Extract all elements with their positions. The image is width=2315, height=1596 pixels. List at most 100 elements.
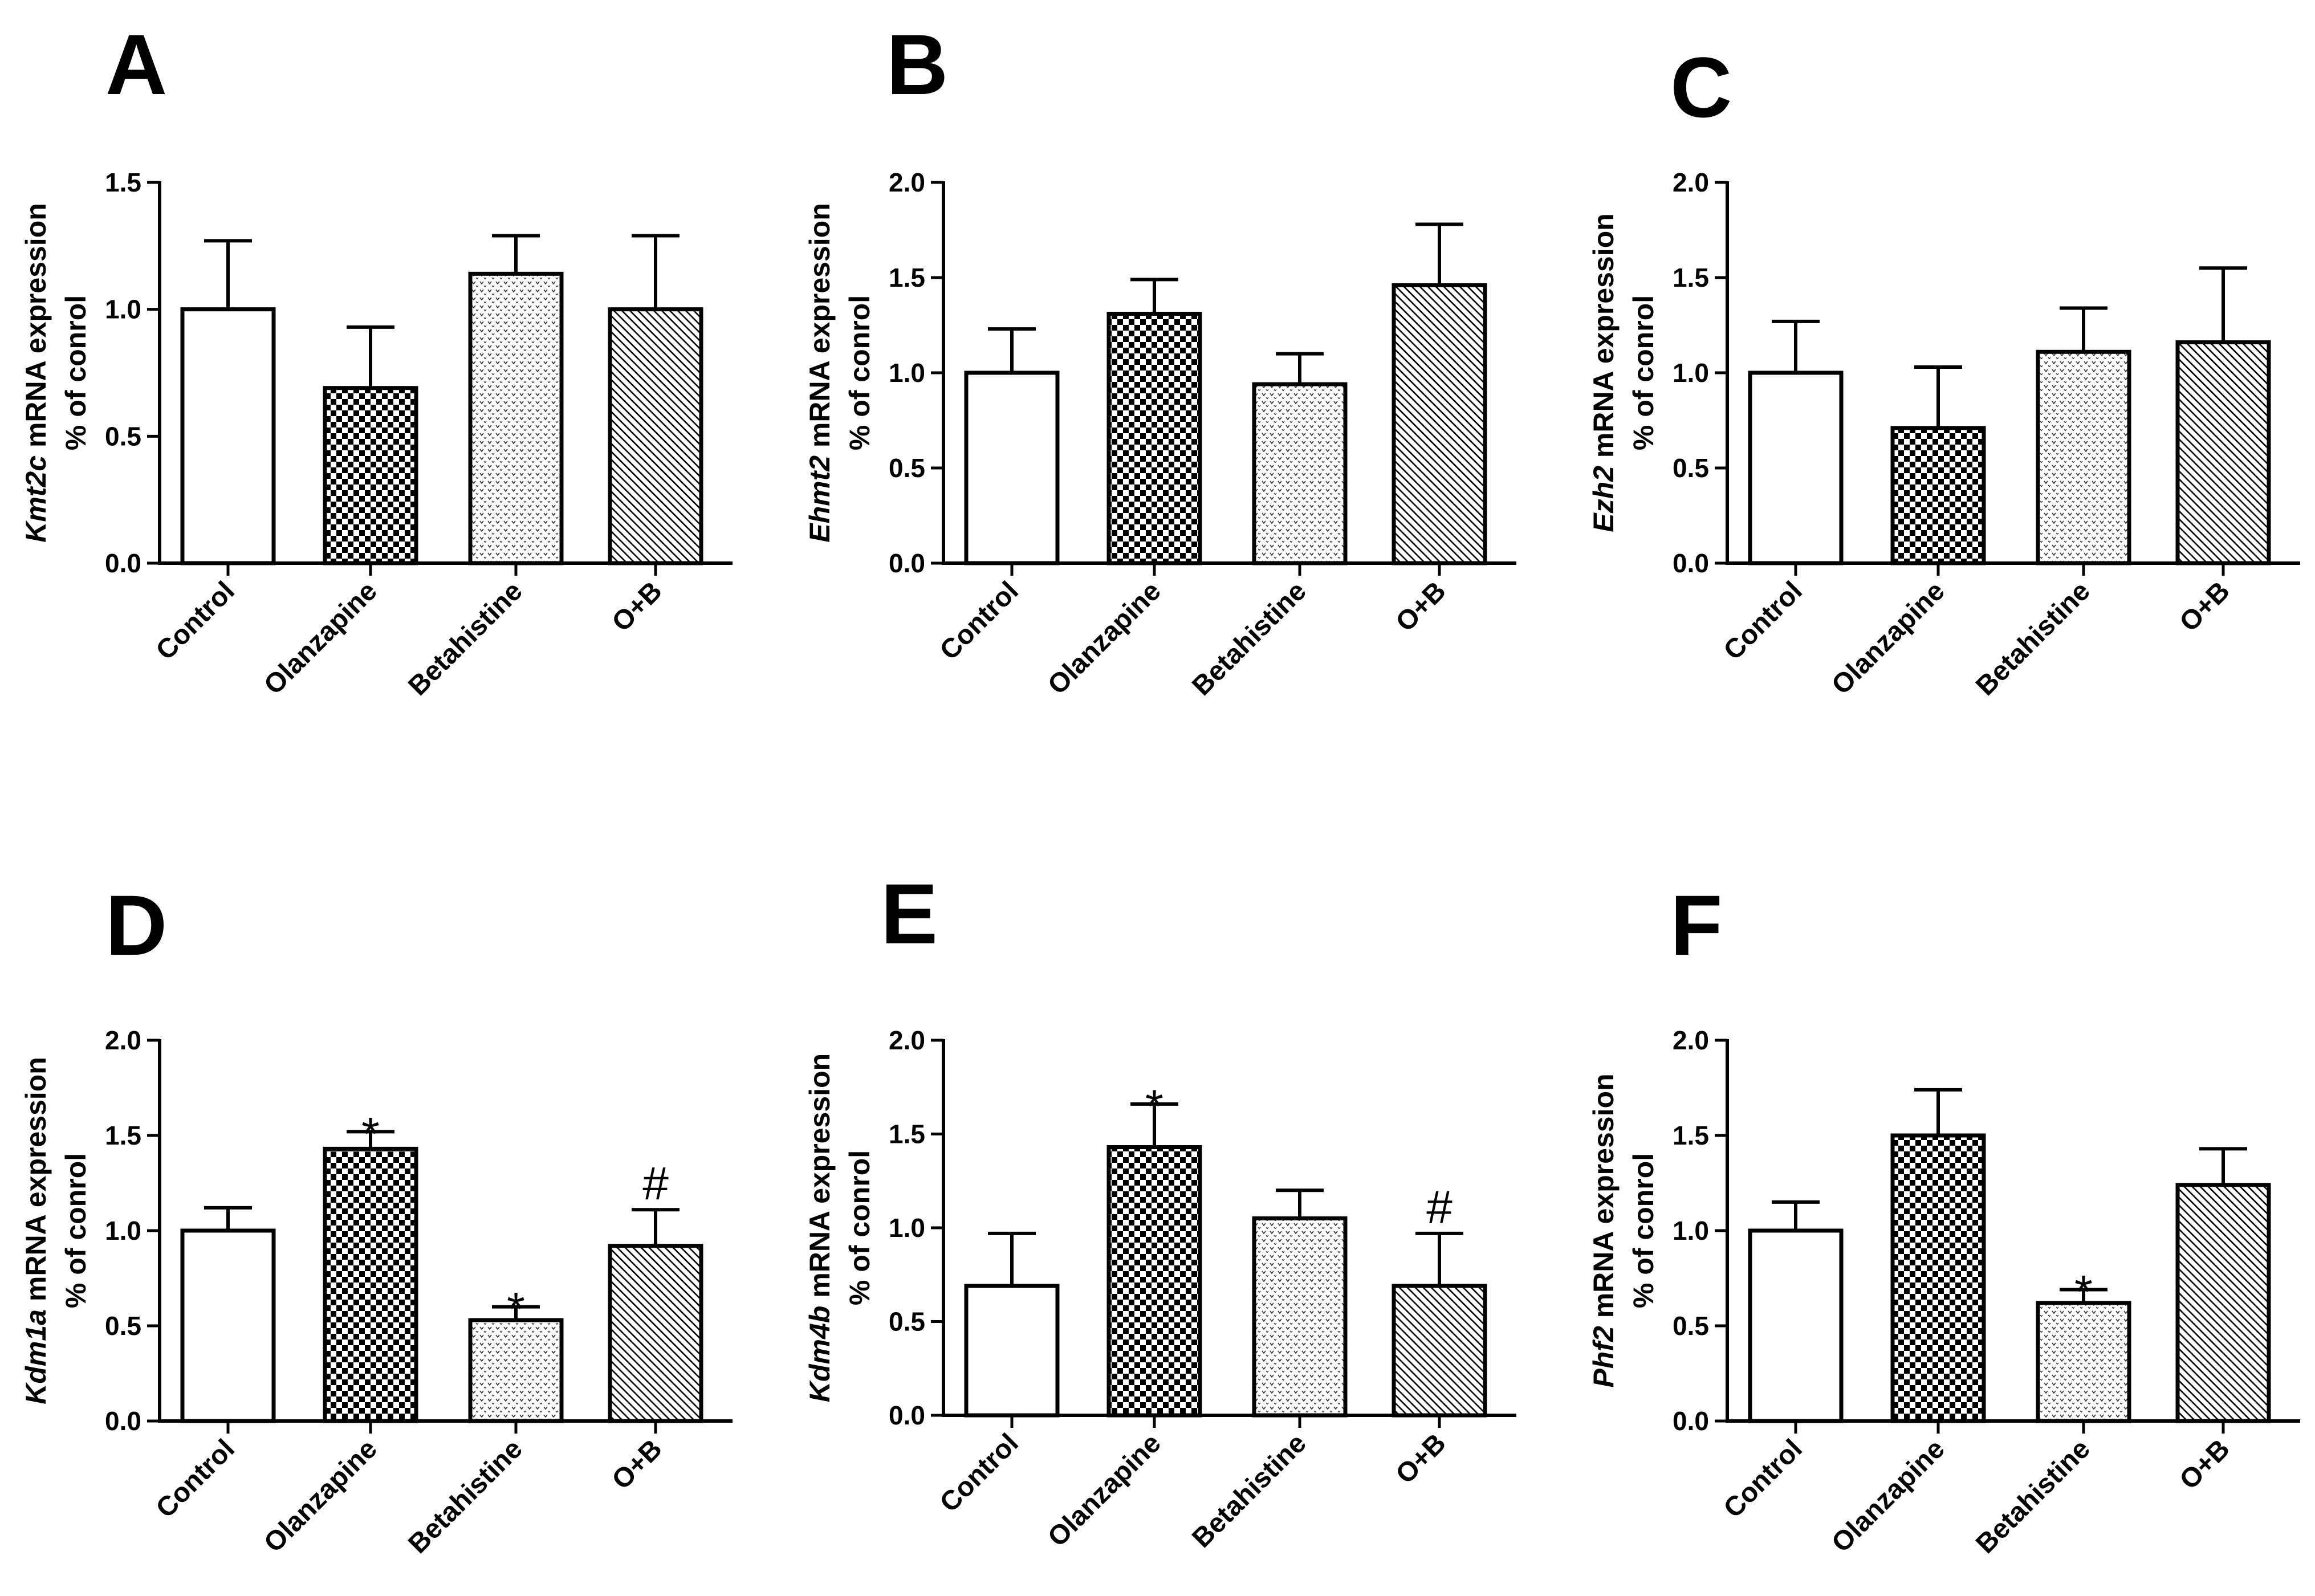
x-category-label-olanzapine: Olanzapine: [258, 576, 383, 701]
y-axis-label-suffix: mRNA expression: [804, 203, 836, 455]
x-category-label-olanzapine: Olanzapine: [1826, 1434, 1951, 1558]
x-category-label-betahistine: Betahistine: [1186, 576, 1312, 701]
y-tick-label: 0.5: [1673, 1311, 1709, 1341]
y-tick-label: 1.5: [105, 168, 141, 197]
y-tick-label: 1.0: [1673, 358, 1709, 388]
x-category-label-o-plus-b: O+B: [2174, 1434, 2236, 1495]
y-axis-label-suffix: mRNA expression: [804, 1053, 836, 1306]
bar-olanzapine: [323, 386, 418, 565]
y-axis-label-line2: % of conrol: [1628, 1153, 1659, 1308]
significance-marker-betahistine: *: [507, 1284, 525, 1336]
y-axis-label-line2: % of conrol: [1628, 295, 1659, 450]
significance-marker-o-plus-b: #: [1426, 1182, 1453, 1233]
bar-control: [964, 370, 1060, 565]
y-tick-label: 0.0: [105, 548, 141, 578]
y-axis-gene-name: Kdm4b: [804, 1306, 836, 1402]
bar-o-plus-b: [2175, 340, 2271, 565]
panel-letter-d: D: [105, 877, 167, 973]
significance-marker-betahistine: *: [2074, 1267, 2093, 1318]
y-tick-label: 1.5: [1673, 1121, 1709, 1150]
x-category-label-control: Control: [934, 1428, 1024, 1518]
y-axis-label: Ezh2 mRNA expression: [1588, 213, 1620, 532]
y-tick-label: 1.5: [889, 263, 925, 292]
y-axis-label-line2: % of conrol: [60, 295, 92, 450]
bar-betahistine: [1252, 1216, 1348, 1418]
bar-o-plus-b: [608, 1244, 703, 1423]
panel-letter-a: A: [105, 17, 167, 112]
y-tick-label: 1.0: [105, 295, 141, 324]
y-axis-label: Phf2 mRNA expression: [1588, 1073, 1620, 1387]
x-category-label-control: Control: [1718, 576, 1808, 666]
y-tick-label: 0.0: [1673, 548, 1709, 578]
y-tick-label: 1.5: [105, 1121, 141, 1150]
x-category-label-o-plus-b: O+B: [1390, 1428, 1452, 1489]
y-tick-label: 1.0: [889, 1213, 925, 1243]
significance-marker-o-plus-b: #: [642, 1158, 669, 1210]
bar-o-plus-b: [2175, 1183, 2271, 1423]
y-tick-label: 1.5: [1673, 263, 1709, 292]
y-axis-label-suffix: mRNA expression: [1588, 1073, 1620, 1326]
y-axis-label-line2: % of conrol: [844, 1150, 876, 1305]
x-category-label-betahistine: Betahistine: [402, 576, 528, 701]
bar-betahistine: [2036, 1301, 2131, 1423]
panel-a: A Kmt2c mRNA expression% of conrol 0.0 0.5 1…: [20, 17, 733, 702]
bar-control: [180, 1228, 276, 1423]
y-axis-gene-name: Phf2: [1588, 1326, 1620, 1388]
bar-control: [964, 1284, 1060, 1418]
y-tick-label: 1.5: [889, 1119, 925, 1149]
panel-letter-c: C: [1670, 39, 1732, 135]
x-category-label-control: Control: [150, 576, 241, 666]
significance-marker-olanzapine: *: [1145, 1081, 1163, 1133]
x-category-label-control: Control: [1718, 1434, 1808, 1524]
x-category-label-olanzapine: Olanzapine: [258, 1434, 383, 1558]
y-axis-label: Ehmt2 mRNA expression: [804, 203, 836, 543]
panel-letter-f: F: [1670, 877, 1723, 973]
y-axis-gene-name: Ezh2: [1588, 466, 1620, 532]
x-category-label-control: Control: [934, 576, 1024, 666]
bar-olanzapine: [1890, 426, 1986, 565]
bar-betahistine: [1252, 382, 1348, 565]
x-category-label-control: Control: [150, 1434, 241, 1524]
bar-betahistine: [468, 271, 564, 565]
y-tick-label: 0.0: [889, 1400, 925, 1430]
y-tick-label: 1.0: [889, 358, 925, 388]
y-tick-label: 2.0: [889, 1025, 925, 1055]
y-tick-label: 0.5: [889, 453, 925, 483]
y-tick-label: 0.5: [105, 421, 141, 451]
panel-letter-b: B: [886, 17, 948, 112]
y-axis-label: Kmt2c mRNA expression: [20, 203, 52, 543]
y-tick-label: 0.0: [105, 1406, 141, 1436]
y-axis-label: Kdm4b mRNA expression: [804, 1053, 836, 1402]
x-category-label-olanzapine: Olanzapine: [1826, 576, 1951, 701]
panel-c: C Ezh2 mRNA expression % of conrol 0.0 0.5 1.…: [1588, 39, 2300, 702]
y-axis-label-suffix: mRNA expression: [20, 203, 52, 455]
x-category-label-olanzapine: Olanzapine: [1042, 1428, 1167, 1553]
bar-o-plus-b: [1392, 1284, 1487, 1418]
bar-control: [180, 307, 276, 565]
bar-control: [1748, 370, 1844, 565]
y-axis-gene-name: Ehmt2: [804, 455, 836, 543]
y-tick-label: 2.0: [105, 1025, 141, 1055]
x-category-label-o-plus-b: O+B: [1390, 576, 1452, 637]
x-category-label-betahistine: Betahistine: [1970, 576, 2096, 701]
y-axis-gene-name: Kmt2c: [20, 455, 52, 543]
bar-o-plus-b: [608, 307, 703, 565]
y-tick-label: 1.0: [105, 1216, 141, 1245]
y-axis-gene-name: Kdm1a: [20, 1309, 52, 1404]
x-category-label-o-plus-b: O+B: [2174, 576, 2236, 637]
bar-o-plus-b: [1392, 283, 1487, 565]
y-axis-label-suffix: mRNA expression: [1588, 213, 1620, 466]
x-category-label-o-plus-b: O+B: [607, 1434, 668, 1495]
bar-control: [1748, 1228, 1844, 1423]
y-axis-label-line2: % of conrol: [844, 295, 876, 450]
x-category-label-betahistine: Betahistine: [1186, 1428, 1312, 1553]
y-axis-label-suffix: mRNA expression: [20, 1057, 52, 1309]
y-tick-label: 0.5: [889, 1307, 925, 1337]
x-category-label-o-plus-b: O+B: [607, 576, 668, 637]
y-tick-label: 0.0: [889, 548, 925, 578]
y-axis-label-line2: % of conrol: [60, 1153, 92, 1308]
x-category-label-olanzapine: Olanzapine: [1042, 576, 1167, 701]
bar-olanzapine: [1890, 1133, 1986, 1423]
y-tick-label: 0.0: [1673, 1406, 1709, 1436]
